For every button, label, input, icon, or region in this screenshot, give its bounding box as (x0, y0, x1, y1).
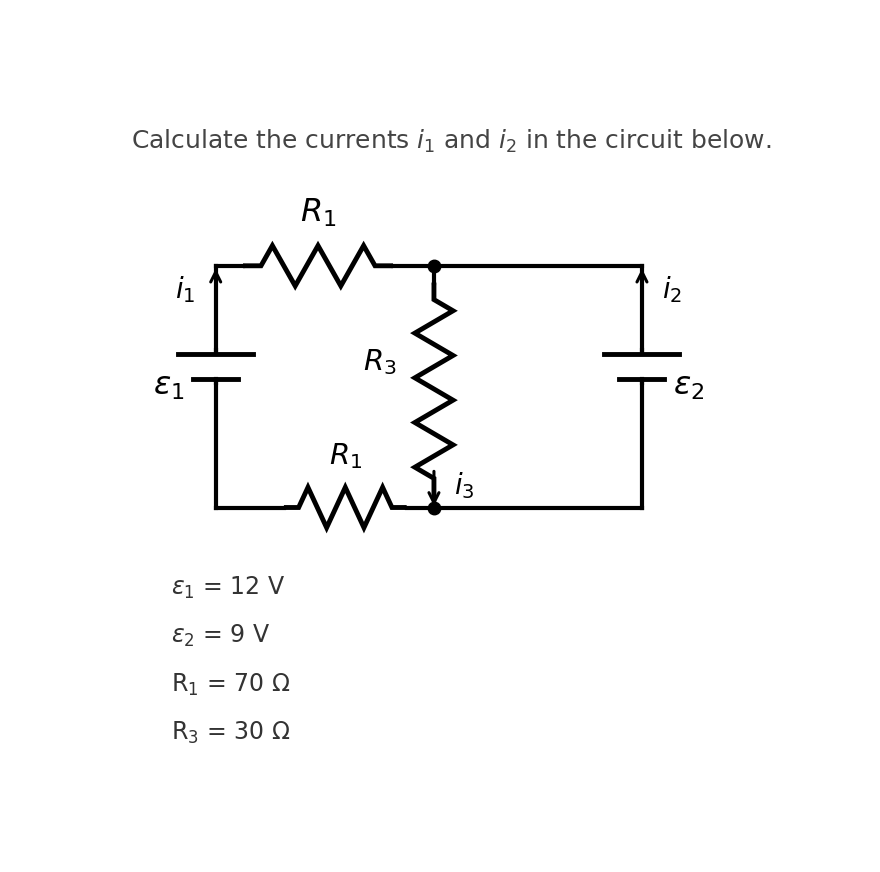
Text: R$_1$ = 70 $\Omega$: R$_1$ = 70 $\Omega$ (172, 671, 290, 698)
Text: $\mathbf{\mathit{R}}_{\mathbf{\mathit{1}}}$: $\mathbf{\mathit{R}}_{\mathbf{\mathit{1}… (300, 196, 336, 228)
Text: Calculate the currents $i_1$ and $i_2$ in the circuit below.: Calculate the currents $i_1$ and $i_2$ i… (131, 128, 771, 155)
Text: $\mathbf{\mathit{i}}_{\mathbf{\mathit{3}}}$: $\mathbf{\mathit{i}}_{\mathbf{\mathit{3}… (454, 470, 475, 501)
Text: $\mathbf{\mathit{\varepsilon}}_{\mathbf{\mathit{2}}}$: $\mathbf{\mathit{\varepsilon}}_{\mathbf{… (672, 371, 704, 402)
Text: R$_3$ = 30 $\Omega$: R$_3$ = 30 $\Omega$ (172, 719, 290, 746)
Text: $\varepsilon_1$ = 12 V: $\varepsilon_1$ = 12 V (172, 575, 286, 601)
Text: $\mathbf{\mathit{R}}_{\mathbf{\mathit{1}}}$: $\mathbf{\mathit{R}}_{\mathbf{\mathit{1}… (328, 440, 362, 471)
Text: $\mathbf{\mathit{i}}_{\mathbf{\mathit{2}}}$: $\mathbf{\mathit{i}}_{\mathbf{\mathit{2}… (663, 274, 683, 304)
Text: $\mathbf{\mathit{R}}_{\mathbf{\mathit{3}}}$: $\mathbf{\mathit{R}}_{\mathbf{\mathit{3}… (363, 347, 397, 377)
Text: $\mathbf{\mathit{i}}_{\mathbf{\mathit{1}}}$: $\mathbf{\mathit{i}}_{\mathbf{\mathit{1}… (174, 274, 195, 304)
Text: $\mathbf{\mathit{\varepsilon}}_{\mathbf{\mathit{1}}}$: $\mathbf{\mathit{\varepsilon}}_{\mathbf{… (153, 371, 185, 402)
Text: $\varepsilon_2$ = 9 V: $\varepsilon_2$ = 9 V (172, 623, 271, 649)
